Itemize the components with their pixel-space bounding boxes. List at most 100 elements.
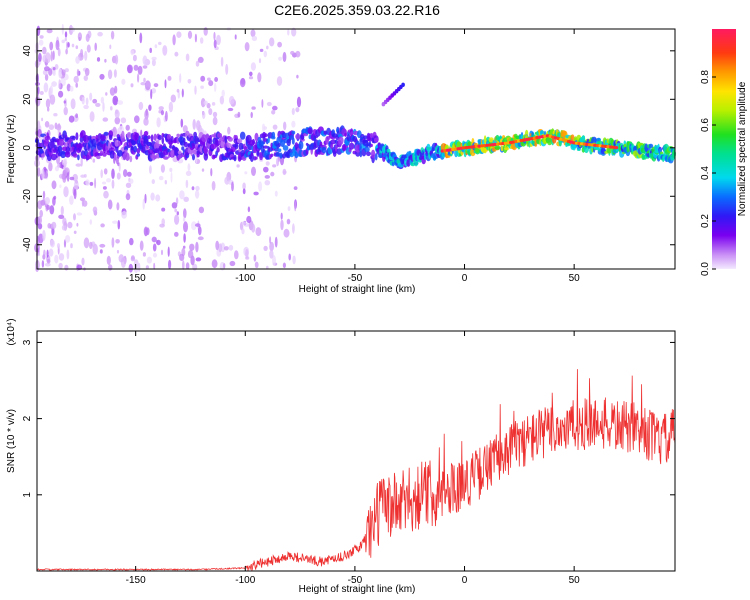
noise-blob bbox=[100, 223, 105, 228]
colorbar-tick-label: 0.2 bbox=[700, 214, 711, 228]
noise-blob bbox=[64, 68, 70, 73]
noise-blob bbox=[103, 168, 108, 175]
ridge-blob bbox=[161, 136, 165, 145]
ridge-blob bbox=[183, 137, 186, 144]
noise-blob bbox=[63, 100, 66, 104]
noise-blob bbox=[76, 212, 83, 216]
ridge-blob bbox=[169, 144, 172, 149]
noise-blob bbox=[228, 244, 234, 251]
ridge-blob bbox=[64, 151, 71, 158]
noise-blob bbox=[231, 181, 234, 192]
noise-blob bbox=[187, 163, 191, 172]
ridge-blob bbox=[133, 145, 138, 153]
noise-blob bbox=[259, 48, 264, 53]
noise-blob bbox=[100, 96, 105, 104]
noise-blob bbox=[149, 165, 152, 174]
noise-blob bbox=[156, 117, 161, 128]
noise-blob bbox=[181, 88, 184, 98]
x-tick-label: 0 bbox=[462, 575, 468, 586]
ridge-blob bbox=[282, 145, 289, 151]
ridge-blob bbox=[72, 135, 76, 141]
ridge-blob bbox=[500, 145, 504, 152]
colorbar-tick-label: 0.4 bbox=[700, 166, 711, 180]
ridge-blob bbox=[78, 145, 82, 153]
noise-blob bbox=[105, 92, 108, 96]
noise-blob bbox=[182, 125, 188, 133]
noise-blob bbox=[254, 261, 259, 268]
ridge-blob bbox=[114, 152, 117, 161]
noise-blob bbox=[61, 159, 68, 166]
noise-blob bbox=[263, 166, 269, 173]
noise-blob bbox=[128, 263, 133, 273]
ridge-blob bbox=[279, 152, 283, 159]
ridge-blob bbox=[153, 133, 157, 141]
noise-blob bbox=[174, 208, 178, 213]
y-tick-label: 40 bbox=[22, 45, 33, 57]
noise-blob bbox=[215, 240, 220, 251]
noise-blob bbox=[195, 60, 200, 67]
ridge-blob bbox=[194, 135, 199, 145]
noise-blob bbox=[59, 184, 62, 188]
noise-blob bbox=[140, 82, 146, 86]
ridge-blob bbox=[219, 135, 223, 141]
noise-blob bbox=[218, 243, 223, 253]
noise-blob bbox=[294, 201, 297, 212]
noise-blob bbox=[134, 115, 140, 124]
spectrogram-y-axis-label: Frequency (Hz) bbox=[6, 115, 17, 184]
noise-blob bbox=[227, 126, 231, 135]
ridge-blob bbox=[196, 152, 200, 158]
noise-blob bbox=[52, 50, 55, 61]
noise-blob bbox=[75, 113, 78, 119]
noise-blob bbox=[242, 182, 246, 190]
noise-blob bbox=[234, 250, 239, 260]
noise-blob bbox=[200, 98, 206, 108]
noise-blob bbox=[266, 265, 269, 270]
noise-blob bbox=[64, 264, 69, 271]
noise-blob bbox=[223, 263, 226, 269]
noise-blob bbox=[138, 101, 144, 111]
noise-blob bbox=[63, 239, 67, 248]
noise-blob bbox=[37, 216, 42, 225]
ridge-blob bbox=[216, 147, 220, 153]
ridge-blob bbox=[77, 154, 80, 161]
noise-blob bbox=[133, 64, 139, 71]
noise-blob bbox=[176, 31, 182, 38]
noise-blob bbox=[263, 245, 268, 251]
ridge-blob bbox=[366, 151, 371, 157]
noise-blob bbox=[66, 249, 70, 260]
noise-blob bbox=[192, 119, 196, 130]
noise-blob bbox=[73, 213, 76, 221]
noise-blob bbox=[155, 194, 161, 202]
ridge-blob bbox=[274, 148, 279, 152]
noise-blob bbox=[156, 239, 161, 246]
ridge-blob bbox=[218, 138, 222, 146]
noise-blob bbox=[57, 163, 60, 168]
noise-blob bbox=[108, 264, 113, 271]
spectrogram-y-ticks: -40 -20 0 20 40 bbox=[22, 45, 675, 252]
ridge-blob bbox=[239, 131, 246, 140]
noise-blob bbox=[164, 79, 167, 89]
noise-blob bbox=[69, 85, 74, 92]
noise-blob bbox=[179, 253, 185, 261]
noise-blob bbox=[154, 44, 158, 49]
noise-blob bbox=[109, 44, 112, 50]
noise-blob bbox=[115, 239, 120, 244]
noise-blob bbox=[270, 171, 275, 177]
noise-blob bbox=[99, 243, 106, 248]
noise-blob bbox=[111, 179, 115, 189]
noise-blob bbox=[151, 236, 157, 243]
noise-blob bbox=[48, 248, 54, 257]
noise-blob bbox=[81, 198, 84, 207]
noise-blob bbox=[142, 55, 148, 66]
noise-blob bbox=[81, 96, 85, 105]
noise-blob bbox=[69, 195, 74, 205]
noise-blob bbox=[227, 107, 234, 112]
ridge-blob bbox=[330, 139, 337, 145]
noise-blob bbox=[266, 101, 272, 107]
ridge-blob bbox=[359, 143, 363, 149]
ridge-blob bbox=[73, 153, 78, 158]
colorbar-ticks: 0.0 0.2 0.4 0.6 0.8 bbox=[700, 70, 716, 276]
noise-blob bbox=[182, 260, 185, 270]
noise-blob bbox=[150, 89, 153, 100]
ridge-blob bbox=[488, 137, 494, 143]
